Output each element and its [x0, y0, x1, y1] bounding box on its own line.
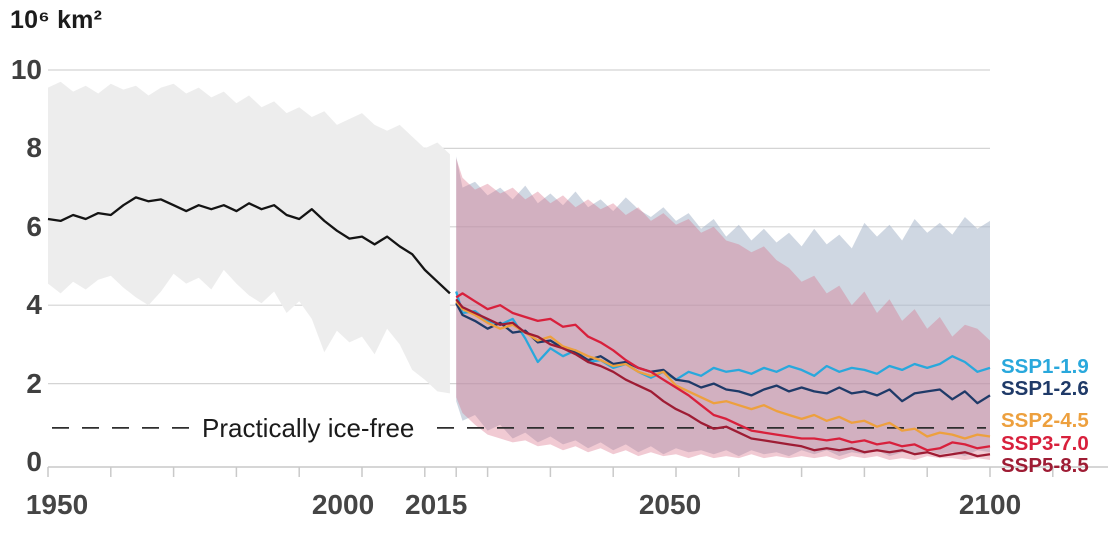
legend-label-ssp3-7.0: SSP3-7.0: [1001, 432, 1089, 455]
ice-free-annotation: Practically ice-free: [196, 413, 421, 444]
y-tick-label-10: 10: [10, 54, 42, 85]
historical-line: [47, 196, 451, 295]
x-tick-label-2050: 2050: [638, 489, 702, 520]
y-tick-label-0: 0: [26, 446, 42, 477]
x-tick-label-2100: 2100: [958, 489, 1022, 520]
x-tick-label-2015: 2015: [405, 489, 468, 520]
series-line-ssp5-8.5: [455, 298, 991, 458]
y-tick-label-8: 8: [26, 132, 42, 164]
series-line-ssp1-2.6: [455, 302, 991, 405]
x-tick-label-2000: 2000: [311, 489, 375, 520]
low-scenario-range-band: [456, 156, 990, 457]
series-line-ssp2-4.5: [455, 300, 991, 440]
series-line-ssp1-1.9: [455, 291, 991, 381]
historical-range-band: [48, 81, 450, 394]
y-tick-label-4: 4: [26, 289, 42, 321]
legend-label-ssp2-4.5: SSP2-4.5: [1001, 409, 1089, 432]
y-axis-unit-label: 10⁶ km²: [10, 6, 103, 34]
legend-label-ssp5-8.5: SSP5-8.5: [1001, 454, 1089, 477]
y-tick-label-2: 2: [26, 367, 42, 399]
high-scenario-range-band: [456, 158, 990, 460]
legend-label-ssp1-1.9: SSP1-1.9: [1001, 355, 1089, 378]
y-tick-label-6: 6: [26, 210, 42, 242]
series-line-ssp3-7.0: [455, 292, 991, 452]
legend-label-ssp1-2.6: SSP1-2.6: [1001, 377, 1089, 400]
x-tick-label-1950: 1950: [25, 489, 89, 520]
